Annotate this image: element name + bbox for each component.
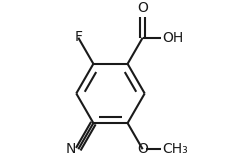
- Text: OH: OH: [162, 31, 183, 45]
- Text: O: O: [137, 142, 148, 156]
- Text: F: F: [74, 30, 82, 44]
- Text: O: O: [137, 1, 148, 15]
- Text: N: N: [66, 142, 76, 156]
- Text: CH₃: CH₃: [162, 142, 188, 156]
